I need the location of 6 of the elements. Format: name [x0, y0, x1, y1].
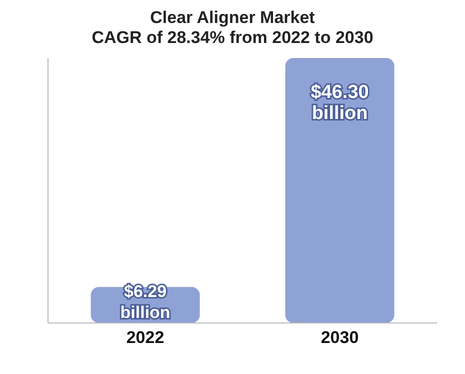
chart-title: Clear Aligner Market: [149, 8, 316, 28]
x-tick-label: 2022: [126, 328, 164, 348]
x-tick-label: 2030: [320, 328, 359, 348]
data-label: $6.29 billion: [120, 282, 170, 322]
chart-subtitle: CAGR of 28.34% from 2022 to 2030: [90, 28, 374, 48]
data-label: $46.30 billion: [310, 82, 369, 124]
